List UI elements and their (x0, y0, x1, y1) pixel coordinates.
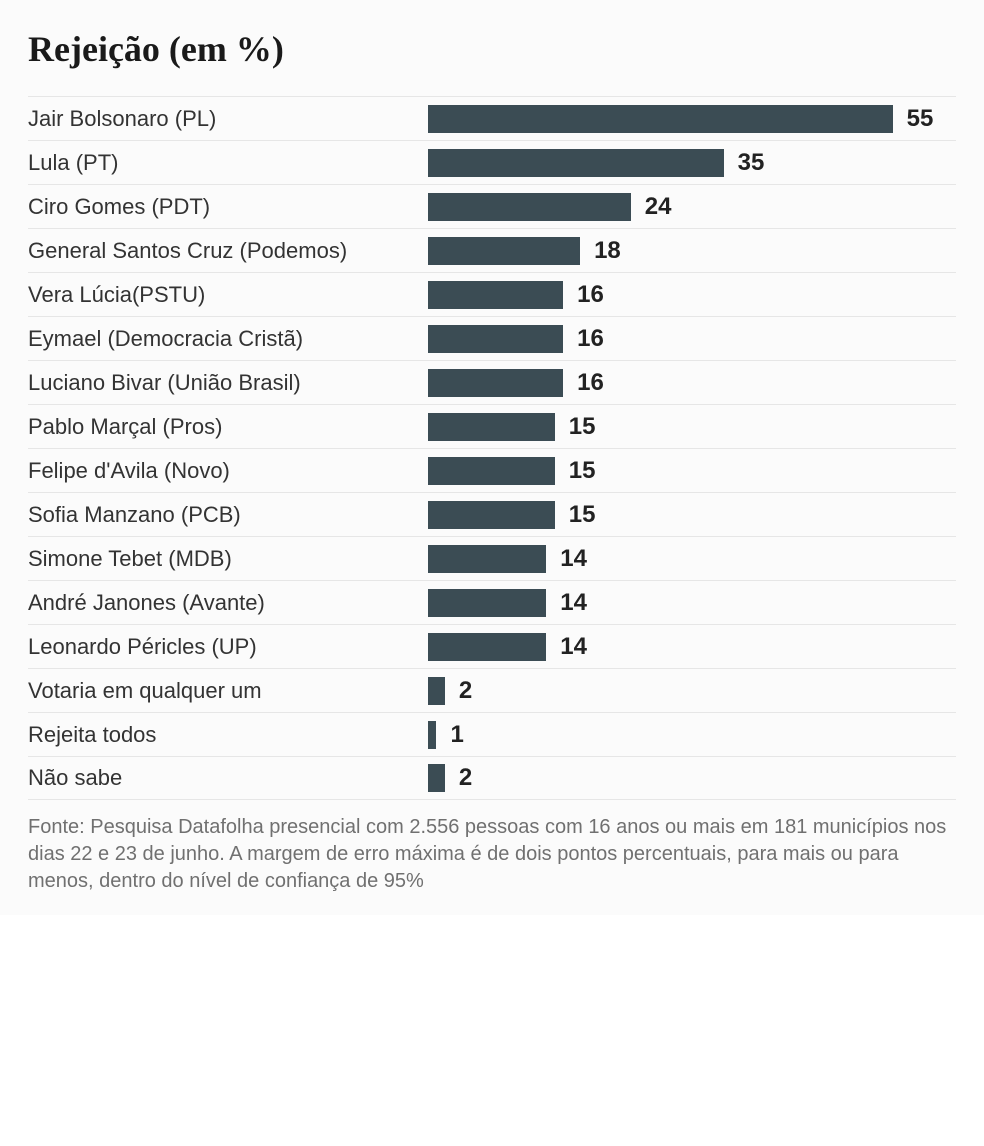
bar-label: Luciano Bivar (União Brasil) (28, 370, 428, 396)
bar-value: 14 (560, 633, 587, 661)
bar-label: Leonardo Péricles (UP) (28, 634, 428, 660)
bar-fill (428, 457, 555, 485)
bar-track: 15 (428, 413, 956, 441)
bar-fill (428, 369, 563, 397)
bar-value: 14 (560, 589, 587, 617)
bar-value: 2 (459, 764, 472, 792)
bar-label: Pablo Marçal (Pros) (28, 414, 428, 440)
bar-chart: Jair Bolsonaro (PL) 55 Lula (PT) 35 Ciro Gom… (28, 96, 956, 800)
bar-track: 14 (428, 589, 956, 617)
bar-value: 14 (560, 545, 587, 573)
bar-track: 14 (428, 545, 956, 573)
bar-row: Rejeita todos 1 (28, 712, 956, 756)
bar-value: 2 (459, 677, 472, 705)
bar-label: Lula (PT) (28, 150, 428, 176)
bar-label: Sofia Manzano (PCB) (28, 502, 428, 528)
bar-row: Vera Lúcia(PSTU) 16 (28, 272, 956, 316)
bar-row: Sofia Manzano (PCB) 15 (28, 492, 956, 536)
bar-label: Não sabe (28, 765, 428, 791)
bar-track: 16 (428, 369, 956, 397)
bar-row: Simone Tebet (MDB) 14 (28, 536, 956, 580)
chart-title: Rejeição (em %) (28, 28, 956, 70)
bar-value: 15 (569, 501, 596, 529)
bar-fill (428, 677, 445, 705)
bar-row: Jair Bolsonaro (PL) 55 (28, 96, 956, 140)
bar-track: 2 (428, 764, 956, 792)
bar-fill (428, 764, 445, 792)
bar-row: Não sabe 2 (28, 756, 956, 800)
bar-track: 18 (428, 237, 956, 265)
bar-value: 1 (450, 721, 463, 749)
chart-container: Rejeição (em %) Jair Bolsonaro (PL) 55 Lul… (0, 0, 984, 915)
bar-value: 16 (577, 369, 604, 397)
bar-label: Jair Bolsonaro (PL) (28, 106, 428, 132)
bar-track: 24 (428, 193, 956, 221)
bar-track: 15 (428, 457, 956, 485)
bar-fill (428, 589, 546, 617)
bar-row: Lula (PT) 35 (28, 140, 956, 184)
bar-track: 15 (428, 501, 956, 529)
bar-row: Pablo Marçal (Pros) 15 (28, 404, 956, 448)
bar-track: 14 (428, 633, 956, 661)
bar-fill (428, 149, 724, 177)
bar-row: André Janones (Avante) 14 (28, 580, 956, 624)
bar-value: 15 (569, 413, 596, 441)
bar-track: 55 (428, 105, 956, 133)
bar-label: General Santos Cruz (Podemos) (28, 238, 428, 264)
bar-label: André Janones (Avante) (28, 590, 428, 616)
bar-label: Felipe d'Avila (Novo) (28, 458, 428, 484)
bar-track: 35 (428, 149, 956, 177)
bar-row: Votaria em qualquer um 2 (28, 668, 956, 712)
bar-fill (428, 105, 893, 133)
bar-fill (428, 545, 546, 573)
bar-track: 2 (428, 677, 956, 705)
bar-row: Felipe d'Avila (Novo) 15 (28, 448, 956, 492)
bar-fill (428, 193, 631, 221)
bar-value: 16 (577, 281, 604, 309)
bar-row: Ciro Gomes (PDT) 24 (28, 184, 956, 228)
bar-fill (428, 633, 546, 661)
bar-fill (428, 721, 436, 749)
bar-label: Ciro Gomes (PDT) (28, 194, 428, 220)
bar-label: Simone Tebet (MDB) (28, 546, 428, 572)
bar-track: 16 (428, 281, 956, 309)
bar-row: General Santos Cruz (Podemos) 18 (28, 228, 956, 272)
bar-label: Vera Lúcia(PSTU) (28, 282, 428, 308)
bar-label: Votaria em qualquer um (28, 678, 428, 704)
bar-track: 1 (428, 721, 956, 749)
bar-value: 55 (907, 105, 934, 133)
bar-label: Rejeita todos (28, 722, 428, 748)
bar-fill (428, 281, 563, 309)
bar-fill (428, 501, 555, 529)
bar-row: Eymael (Democracia Cristã) 16 (28, 316, 956, 360)
bar-row: Luciano Bivar (União Brasil) 16 (28, 360, 956, 404)
bar-value: 35 (738, 149, 765, 177)
bar-value: 18 (594, 237, 621, 265)
source-footnote: Fonte: Pesquisa Datafolha presencial com… (28, 814, 956, 895)
bar-fill (428, 237, 580, 265)
bar-fill (428, 413, 555, 441)
bar-value: 16 (577, 325, 604, 353)
bar-row: Leonardo Péricles (UP) 14 (28, 624, 956, 668)
bar-label: Eymael (Democracia Cristã) (28, 326, 428, 352)
bar-value: 15 (569, 457, 596, 485)
bar-fill (428, 325, 563, 353)
bar-value: 24 (645, 193, 672, 221)
bar-track: 16 (428, 325, 956, 353)
